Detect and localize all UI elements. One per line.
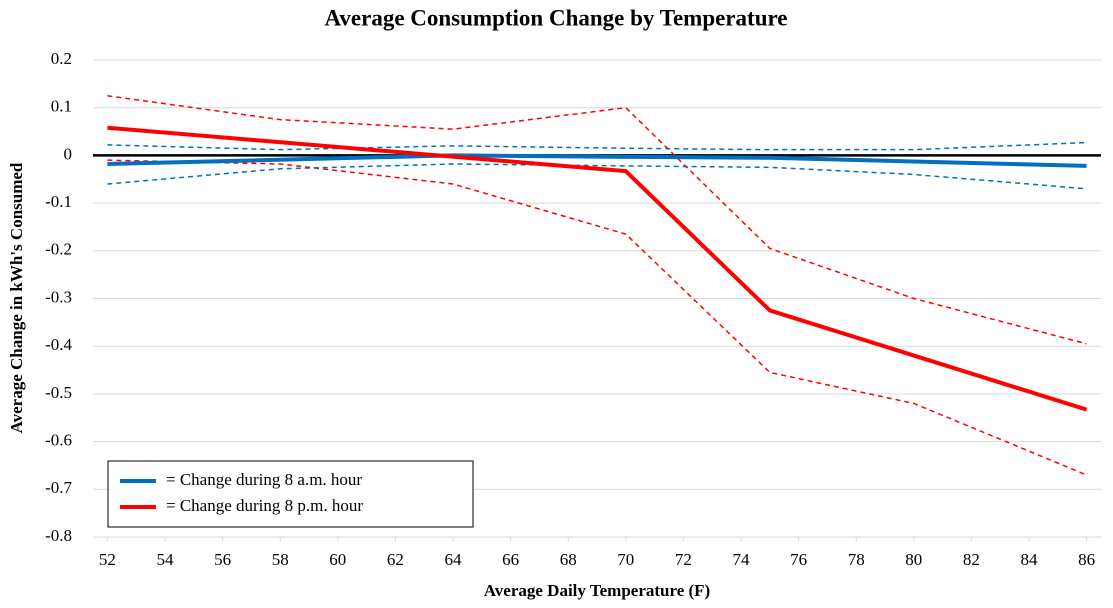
- x-tick-label: 80: [905, 550, 922, 569]
- band-line: [107, 95, 1087, 345]
- y-tick-label: -0.8: [45, 526, 72, 545]
- legend-label: = Change during 8 p.m. hour: [166, 496, 363, 515]
- x-tick-label: 60: [329, 550, 346, 569]
- y-tick-label: -0.5: [45, 383, 72, 402]
- x-tick-label: 70: [617, 550, 634, 569]
- x-tick-label: 78: [848, 550, 865, 569]
- x-tick-label: 68: [560, 550, 577, 569]
- y-tick-label: 0.1: [51, 97, 72, 116]
- y-tick-label: -0.4: [45, 335, 72, 354]
- y-tick-label: -0.3: [45, 287, 72, 306]
- x-axis-title: Average Daily Temperature (F): [484, 581, 710, 600]
- y-tick-label: 0: [64, 144, 73, 163]
- x-tick-label: 66: [502, 550, 519, 569]
- x-tick-label: 74: [733, 550, 751, 569]
- x-tick-label: 76: [790, 550, 807, 569]
- x-tick-label: 86: [1078, 550, 1095, 569]
- legend-box: [107, 460, 474, 528]
- series-line: [107, 153, 1087, 168]
- y-axis-title: Average Change in kWh's Consumed: [7, 162, 26, 433]
- legend-label: = Change during 8 a.m. hour: [166, 470, 362, 489]
- x-tick-label: 72: [675, 550, 692, 569]
- y-tick-label: -0.6: [45, 431, 72, 450]
- y-tick-label: -0.1: [45, 192, 72, 211]
- band-line: [107, 159, 1087, 476]
- y-tick-label: 0.2: [51, 49, 72, 68]
- x-tick-label: 64: [445, 550, 463, 569]
- x-tick-label: 54: [157, 550, 175, 569]
- x-tick-label: 58: [272, 550, 289, 569]
- x-tick-label: 62: [387, 550, 404, 569]
- y-tick-label: -0.2: [45, 240, 72, 259]
- band-line: [107, 141, 1087, 151]
- x-tick-label: 52: [99, 550, 116, 569]
- chart-title: Average Consumption Change by Temperatur…: [325, 5, 788, 30]
- x-tick-label: 84: [1021, 550, 1039, 569]
- band-line: [107, 163, 1087, 190]
- series-line: [107, 125, 1088, 412]
- x-tick-label: 56: [214, 550, 231, 569]
- x-tick-label: 82: [963, 550, 980, 569]
- y-tick-label: -0.7: [45, 478, 72, 497]
